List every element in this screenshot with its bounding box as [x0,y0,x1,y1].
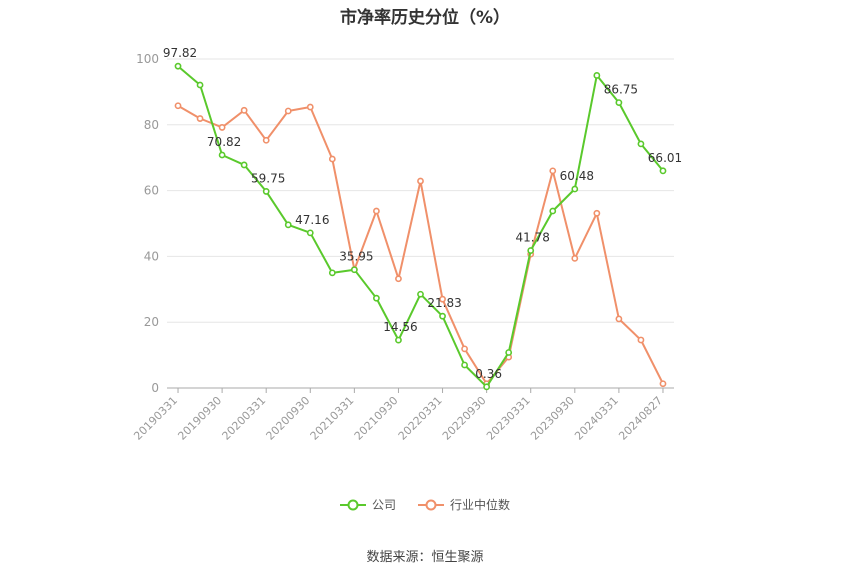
data-point [637,140,645,148]
x-tick-label: 20210930 [352,394,401,443]
data-point [659,380,667,388]
data-point [637,336,645,344]
legend: 公司 行业中位数 [0,496,850,513]
x-tick-label: 20210331 [308,394,357,443]
y-tick-label: 20 [144,315,159,329]
x-tick-label: 20240827 [616,394,665,443]
data-label: 21.83 [427,296,461,310]
data-point [593,209,601,217]
data-point [262,188,270,195]
data-point [593,72,601,79]
data-point [395,336,402,344]
data-source: 数据来源：恒生聚源 [366,550,484,565]
x-tick-label: 20230930 [528,394,577,443]
x-tick-label: 20190930 [175,394,224,443]
x-tick-label: 20240331 [572,394,621,443]
data-point [262,136,270,144]
y-tick-label: 40 [144,249,159,263]
data-point [439,312,446,320]
data-point [328,269,336,277]
legend-swatch-industry-median [418,499,444,510]
legend-swatch-company [339,499,366,510]
data-label: 59.75 [251,171,285,185]
data-point [527,247,535,254]
data-label: 86.75 [604,83,638,97]
data-point [615,315,623,323]
x-tick-label: 20230331 [484,394,533,443]
x-tick-label: 20190331 [131,394,180,443]
data-point [659,167,667,175]
data-point [417,177,424,185]
data-point [240,106,248,114]
y-tick-label: 60 [144,184,159,198]
data-label: 66.01 [648,151,682,165]
data-point [549,167,557,175]
x-tick-label: 20200930 [264,394,313,443]
data-label: 97.82 [163,46,197,60]
data-point [571,254,579,262]
y-tick-label: 80 [144,118,159,132]
data-point [306,229,314,237]
data-point [240,161,248,169]
data-point [174,102,182,110]
data-point [196,81,204,89]
legend-item-company[interactable]: 公司 [339,496,396,513]
data-point [306,103,314,111]
chart-title: 市净率历史分位（%） [339,8,511,28]
data-point [615,99,623,106]
data-point [483,383,491,391]
data-point [461,361,468,369]
data-point [284,107,292,115]
data-label: 0.36 [475,367,502,381]
series-line [177,104,664,385]
data-point [174,62,182,70]
data-label: 14.56 [383,320,417,334]
data-point [373,294,380,302]
data-label: 70.82 [207,135,241,149]
x-tick-label: 20200331 [220,394,269,443]
data-label: 47.16 [295,213,329,227]
data-label: 35.95 [339,250,373,264]
y-tick-label: 0 [151,381,159,395]
data-point [328,155,336,163]
data-point [350,266,358,274]
data-point [549,207,557,215]
data-point [505,349,513,356]
legend-label-industry-median: 行业中位数 [450,498,511,512]
data-point [571,185,579,193]
data-label: 60.48 [560,169,594,183]
x-tick-label: 20220930 [440,394,489,443]
data-point [461,345,468,353]
data-point [284,221,292,229]
y-tick-label: 100 [136,52,159,66]
data-point [218,124,226,131]
data-point [218,151,226,159]
legend-item-industry-median[interactable]: 行业中位数 [418,496,510,513]
legend-label-company: 公司 [371,498,396,512]
data-point [395,275,402,283]
data-point [417,290,424,298]
data-point [439,295,446,303]
data-point [373,207,380,215]
data-point [196,115,204,122]
data-label: 41.78 [516,231,550,245]
x-tick-label: 20220331 [396,394,445,443]
